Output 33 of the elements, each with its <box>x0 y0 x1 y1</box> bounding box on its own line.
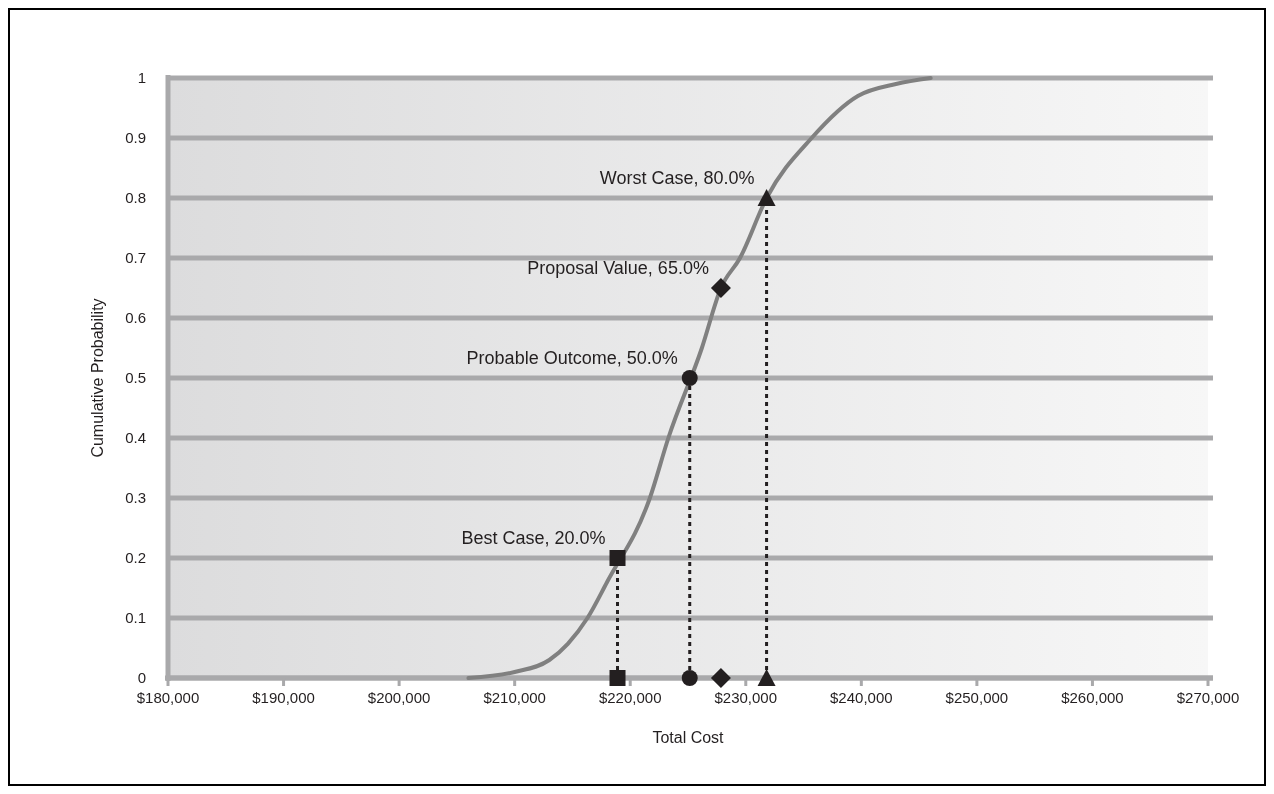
y-tick-label: 0.6 <box>125 309 146 326</box>
x-axis-title: Total Cost <box>652 729 725 746</box>
x-tick-label: $240,000 <box>830 689 893 706</box>
x-tick-label: $260,000 <box>1061 689 1124 706</box>
x-tick-label: $220,000 <box>598 689 662 706</box>
y-tick-label: 0.7 <box>125 249 146 266</box>
annotation: Best Case, 20.0% <box>461 528 606 548</box>
x-tick-label: $180,000 <box>136 689 200 706</box>
y-tick-label: 0.5 <box>125 369 146 386</box>
annotation: Probable Outcome, 50.0% <box>466 348 678 368</box>
point <box>710 278 731 298</box>
x-tick-label: $250,000 <box>945 689 1009 706</box>
y-tick-label: 0.2 <box>125 549 146 566</box>
x-tick-label: $270,000 <box>1176 689 1240 706</box>
y-tick-label: 0.4 <box>125 429 146 446</box>
y-tick-label: 0.3 <box>125 489 146 506</box>
y-tick-label: 0.9 <box>125 129 146 146</box>
annotation: Proposal Value, 65.0% <box>527 258 709 278</box>
point <box>609 550 626 566</box>
x-tick-label: $230,000 <box>714 689 778 706</box>
x-tick-label: $200,000 <box>367 689 431 706</box>
x-tick-label: $190,000 <box>252 689 315 706</box>
y-tick-label: 0 <box>137 669 146 686</box>
point <box>681 670 698 686</box>
annotation: Worst Case, 80.0% <box>599 168 755 188</box>
y-tick-label: 0.1 <box>125 609 146 626</box>
y-tick-label: 1 <box>137 69 146 86</box>
point <box>710 668 731 688</box>
x-tick-label: $210,000 <box>483 689 546 706</box>
y-axis-title: Cumulative Probability <box>89 298 106 458</box>
point <box>681 370 698 386</box>
point <box>609 670 626 686</box>
y-tick-label: 0.8 <box>125 189 146 206</box>
